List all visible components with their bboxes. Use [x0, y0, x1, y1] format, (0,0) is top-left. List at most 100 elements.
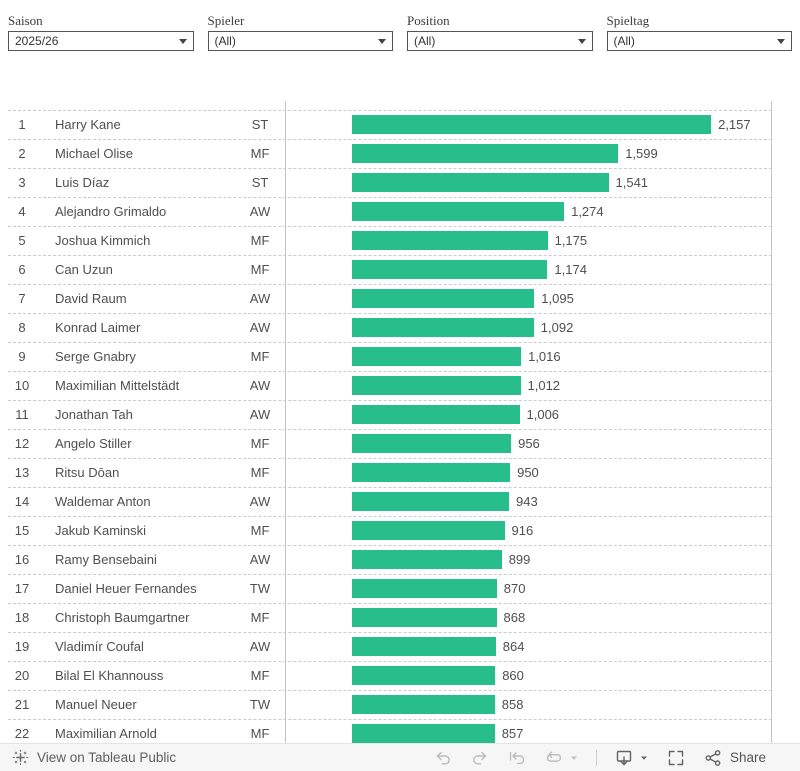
- replay-button[interactable]: [507, 748, 527, 768]
- minutes-bar[interactable]: [352, 144, 619, 164]
- minutes-bar[interactable]: [352, 318, 534, 338]
- rank-cell: 22: [14, 725, 30, 741]
- minutes-bar[interactable]: [352, 231, 548, 251]
- minutes-bar[interactable]: [352, 492, 509, 512]
- rank-cell: 5: [18, 232, 26, 248]
- bar-panel: 1,175: [285, 226, 772, 255]
- filter-saison-select[interactable]: 2025/26: [8, 31, 194, 51]
- minutes-bar[interactable]: [352, 521, 505, 541]
- player-name-cell: Waldemar Anton: [55, 493, 151, 509]
- minutes-bar[interactable]: [352, 115, 712, 135]
- table-row: 10 Maximilian Mittelstädt AW 1,012: [8, 370, 772, 400]
- minutes-bar[interactable]: [352, 289, 535, 309]
- rank-cell: 9: [18, 348, 26, 364]
- minutes-value-label: 1,599: [625, 146, 658, 162]
- redo-icon: [473, 751, 487, 765]
- table-row: 6 Can Uzun MF 1,174: [8, 254, 772, 284]
- rank-cell: 1: [18, 116, 26, 132]
- filter-position-value: (All): [414, 34, 436, 48]
- minutes-bar[interactable]: [352, 666, 496, 686]
- filter-spieler-select[interactable]: (All): [207, 31, 393, 51]
- refresh-group: [544, 748, 579, 768]
- player-name-cell: Alejandro Grimaldo: [55, 203, 167, 219]
- minutes-value-label: 868: [503, 610, 526, 626]
- minutes-bar[interactable]: [352, 405, 520, 425]
- position-cell: TW: [249, 696, 271, 712]
- share-button[interactable]: Share: [703, 748, 766, 768]
- minutes-bar[interactable]: [352, 724, 495, 744]
- table-row: 17 Daniel Heuer Fernandes TW 870: [8, 573, 772, 603]
- minutes-bar[interactable]: [352, 550, 502, 570]
- player-name-cell: Michael Olise: [55, 145, 134, 161]
- replay-icon: [509, 751, 525, 764]
- minutes-bar[interactable]: [352, 695, 495, 715]
- filter-spieler: Spieler (All): [207, 13, 393, 65]
- player-name-cell: Konrad Laimer: [55, 319, 141, 335]
- download-button[interactable]: [614, 748, 634, 768]
- position-cell: AW: [249, 493, 271, 509]
- caret-down-icon[interactable]: [639, 753, 649, 763]
- position-cell: MF: [250, 348, 270, 364]
- bar-panel: 1,012: [285, 371, 772, 400]
- bar-panel: 950: [285, 458, 772, 487]
- redo-button[interactable]: [470, 748, 490, 768]
- filter-spieler-label: Spieler: [207, 13, 245, 28]
- minutes-value-label: 1,541: [615, 175, 649, 191]
- minutes-bar[interactable]: [352, 637, 496, 657]
- rank-cell: 15: [14, 522, 30, 538]
- bar-panel: 1,274: [285, 197, 772, 226]
- minutes-bar[interactable]: [352, 376, 521, 396]
- player-name-cell: Joshua Kimmich: [55, 232, 151, 248]
- filter-spieltag-select[interactable]: (All): [606, 31, 792, 51]
- minutes-value-label: 1,016: [528, 349, 561, 365]
- chevron-down-icon: [178, 38, 187, 44]
- fullscreen-button[interactable]: [666, 748, 686, 768]
- bar-panel: 868: [285, 603, 772, 632]
- position-cell: MF: [250, 464, 270, 480]
- bar-panel: 860: [285, 661, 772, 690]
- undo-button[interactable]: [433, 748, 453, 768]
- table-row: 4 Alejandro Grimaldo AW 1,274: [8, 196, 772, 226]
- view-on-tableau-public-link[interactable]: View on Tableau Public: [0, 749, 176, 766]
- player-name-cell: Serge Gnabry: [55, 348, 136, 364]
- filter-saison-value: 2025/26: [15, 34, 59, 48]
- minutes-bar[interactable]: [352, 202, 565, 222]
- table-row: 11 Jonathan Tah AW 1,006: [8, 399, 772, 429]
- rank-cell: 17: [14, 580, 30, 596]
- bar-panel: 943: [285, 487, 772, 516]
- minutes-value-label: 860: [502, 668, 524, 684]
- minutes-value-label: 1,095: [541, 291, 574, 307]
- minutes-bar[interactable]: [352, 173, 609, 193]
- table-row: 20 Bilal El Khannouss MF 860: [8, 660, 772, 690]
- minutes-bar[interactable]: [352, 347, 522, 367]
- minutes-bar[interactable]: [352, 434, 512, 454]
- minutes-bar[interactable]: [352, 579, 497, 599]
- rank-cell: 6: [18, 261, 26, 277]
- minutes-value-label: 858: [501, 697, 524, 713]
- minutes-value-label: 950: [517, 465, 539, 481]
- bar-panel: 870: [285, 574, 772, 603]
- table-row: 1 Harry Kane ST 2,157: [8, 109, 772, 139]
- download-icon: [616, 750, 632, 765]
- bar-panel: 1,174: [285, 255, 772, 284]
- table-row: 14 Waldemar Anton AW 943: [8, 486, 772, 516]
- table-top-spacer: [8, 100, 772, 110]
- minutes-value-label: 956: [518, 436, 540, 452]
- refresh-button[interactable]: [544, 748, 564, 768]
- minutes-bar[interactable]: [352, 463, 511, 483]
- player-name-cell: Bilal El Khannouss: [55, 667, 164, 683]
- bar-panel: 1,092: [285, 313, 772, 342]
- minutes-bar[interactable]: [352, 260, 548, 280]
- player-name-cell: Harry Kane: [55, 116, 121, 132]
- caret-down-icon[interactable]: [569, 753, 579, 763]
- minutes-value-label: 899: [508, 552, 531, 568]
- minutes-value-label: 1,006: [526, 407, 560, 423]
- player-name-cell: Maximilian Arnold: [55, 725, 157, 741]
- minutes-bar[interactable]: [352, 608, 497, 628]
- minutes-value-label: 1,012: [527, 378, 561, 394]
- position-cell: AW: [249, 319, 271, 335]
- filter-position-select[interactable]: (All): [407, 31, 593, 51]
- minutes-value-label: 943: [516, 494, 538, 510]
- player-name-cell: Can Uzun: [55, 261, 113, 277]
